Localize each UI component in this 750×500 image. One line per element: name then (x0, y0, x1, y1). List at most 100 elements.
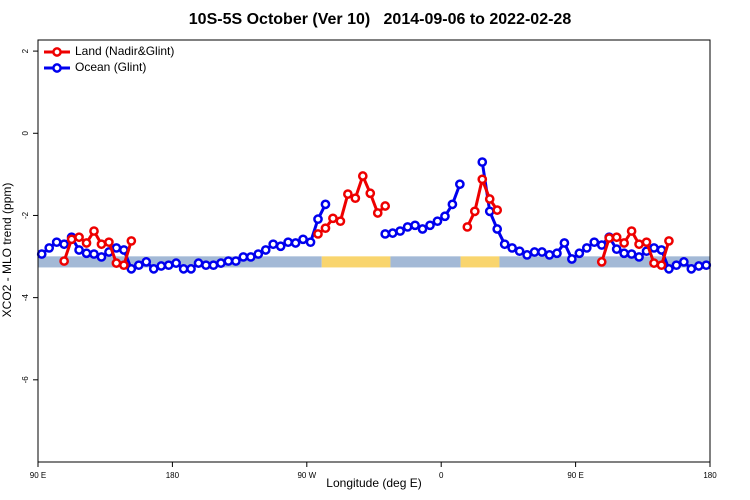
data-point (634, 239, 644, 250)
data-point (484, 194, 495, 204)
surface-band (321, 256, 391, 268)
legend-marker (52, 63, 62, 73)
data-point (581, 243, 592, 253)
data-point (283, 237, 293, 248)
data-point (507, 243, 517, 253)
data-point (693, 261, 704, 271)
data-point (163, 260, 174, 271)
data-point (664, 236, 674, 246)
data-point (126, 236, 137, 246)
data-point (492, 205, 503, 215)
data-point (89, 249, 99, 259)
chart-title: 10S-5S October (Ver 10) 2014-09-06 to 20… (189, 11, 572, 28)
data-point (626, 226, 637, 236)
data-point (522, 250, 532, 260)
data-point (372, 208, 383, 218)
data-point (178, 264, 189, 274)
data-point (96, 239, 107, 250)
data-point (596, 240, 607, 250)
data-point (126, 264, 137, 274)
data-point (111, 258, 122, 268)
data-point (417, 224, 428, 234)
data-point (656, 260, 667, 271)
data-point (133, 260, 144, 271)
data-point (171, 258, 181, 268)
data-point (626, 249, 637, 259)
x-tick-label: 90 W (297, 471, 316, 480)
data-point (111, 243, 122, 253)
data-point (641, 237, 652, 248)
data-point (253, 249, 264, 259)
data-point (365, 188, 376, 199)
y-tick-label: 2 (21, 48, 30, 53)
data-point (544, 250, 555, 260)
data-point (119, 260, 129, 271)
data-point (245, 252, 256, 262)
data-point (537, 247, 547, 257)
data-point (604, 233, 615, 243)
data-point (649, 243, 659, 253)
data-point (440, 211, 450, 222)
data-point (410, 220, 420, 231)
data-point (634, 252, 644, 262)
data-point (432, 216, 443, 227)
data-point (59, 256, 69, 266)
data-point (96, 252, 107, 262)
y-tick-label: -2 (21, 211, 30, 219)
data-point (649, 258, 659, 268)
data-point (574, 248, 585, 259)
data-point (701, 260, 712, 271)
data-point (89, 226, 99, 236)
data-point (320, 199, 331, 210)
data-point (305, 237, 316, 248)
x-tick-label: 0 (439, 471, 444, 480)
data-point (231, 256, 241, 266)
data-point (425, 220, 435, 231)
data-point (193, 258, 204, 268)
data-point (208, 260, 219, 271)
data-point (81, 248, 92, 259)
data-point (268, 239, 279, 250)
data-point (395, 226, 405, 236)
data-point (492, 224, 503, 234)
data-point (477, 174, 488, 185)
data-point (59, 239, 69, 250)
data-point (216, 258, 226, 268)
data-point (462, 222, 473, 232)
data-point (357, 171, 368, 181)
data-point (447, 199, 458, 210)
data-point (343, 189, 353, 199)
data-point (186, 264, 196, 274)
data-point (335, 216, 346, 227)
data-point (514, 246, 525, 257)
data-point (402, 222, 413, 232)
data-point (104, 237, 114, 248)
surface-band (390, 256, 461, 268)
data-point (260, 245, 271, 255)
data-point (619, 248, 629, 259)
data-point (51, 237, 62, 248)
data-point (238, 252, 249, 262)
data-point (484, 206, 495, 217)
x-tick-label: 90 E (567, 471, 583, 480)
data-point (552, 248, 562, 259)
data-point (611, 232, 622, 243)
legend-label: Ocean (Glint) (75, 60, 146, 74)
x-tick-label: 90 E (30, 471, 46, 480)
data-point (223, 256, 234, 266)
data-point (559, 238, 570, 248)
data-point (380, 229, 391, 239)
data-point (671, 260, 682, 271)
legend-label: Land (Nadir&Glint) (75, 44, 174, 58)
y-tick-label: -6 (21, 376, 30, 384)
data-point (619, 238, 629, 248)
data-point (350, 193, 361, 204)
data-point (529, 247, 540, 257)
data-point (81, 238, 92, 248)
x-axis-label: Longitude (deg E) (326, 476, 421, 490)
data-point (141, 257, 152, 267)
data-point (589, 237, 600, 248)
data-point (596, 257, 607, 267)
data-point (74, 232, 84, 243)
